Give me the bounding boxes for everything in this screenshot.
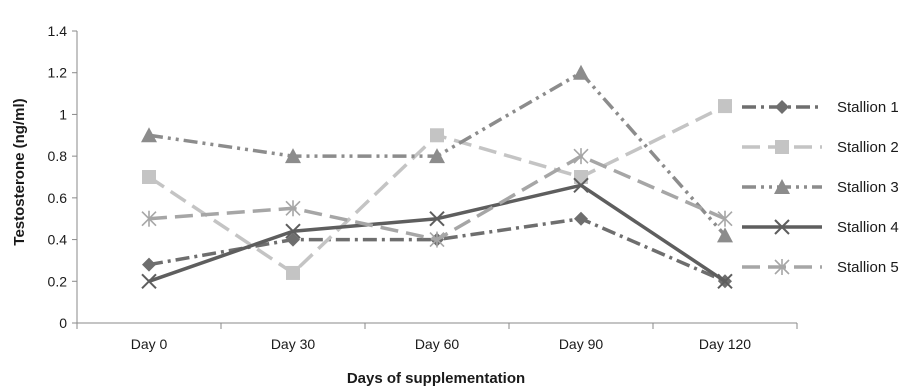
data-point — [717, 227, 733, 243]
data-point — [718, 99, 732, 114]
data-point — [141, 127, 157, 143]
series-layer — [141, 64, 733, 289]
data-point — [286, 265, 300, 280]
y-axis-title: Testosterone (ng/ml) — [11, 98, 28, 245]
legend-item: Stallion 2 — [742, 139, 899, 156]
legend-label: Stallion 4 — [837, 219, 899, 236]
marker-stroke — [717, 273, 733, 289]
legend-marker — [774, 179, 790, 194]
legend-label: Stallion 1 — [837, 99, 899, 116]
data-point — [430, 128, 444, 143]
data-point — [573, 64, 589, 80]
data-point — [717, 273, 733, 289]
x-tick-label: Day 0 — [131, 336, 168, 352]
data-point — [142, 257, 156, 272]
series-stallion-1 — [142, 211, 732, 289]
legend-marker — [774, 219, 790, 235]
y-tick-label: 0.6 — [48, 190, 68, 206]
data-point — [574, 211, 588, 226]
legend-item: Stallion 4 — [742, 219, 899, 236]
y-tick-label: 1.2 — [48, 65, 68, 81]
data-point — [285, 148, 301, 164]
legend-label: Stallion 5 — [837, 259, 899, 276]
marker-stroke — [429, 211, 445, 227]
axes: 0 0.2 0.4 0.6 0.8 1 1.2 1.4 Day 0 Day 30 Day 60 Day… — [48, 23, 798, 352]
x-tick-label: Day 30 — [271, 336, 316, 352]
series-stallion-3 — [141, 64, 733, 243]
y-tick-label: 1.4 — [48, 23, 68, 39]
x-tick-label: Day 90 — [559, 336, 604, 352]
y-tick-label: 0 — [59, 315, 67, 331]
data-point — [573, 148, 589, 165]
legend-item: Stallion 5 — [742, 259, 899, 276]
legend: Stallion 1 Stallion 2 Stallion 3 Stallion 4… — [742, 99, 899, 276]
marker-stroke — [774, 219, 790, 235]
x-axis-title: Days of supplementation — [347, 370, 525, 387]
legend-label: Stallion 3 — [837, 179, 899, 196]
series-stallion-4 — [141, 177, 733, 289]
data-point — [429, 231, 445, 248]
data-point — [429, 148, 445, 164]
x-tick-label: Day 60 — [415, 336, 460, 352]
data-point — [429, 211, 445, 227]
data-point — [285, 223, 301, 239]
marker-stroke — [573, 177, 589, 194]
marker-stroke — [141, 273, 157, 289]
series-stallion-5 — [141, 148, 733, 248]
legend-label: Stallion 2 — [837, 139, 899, 156]
marker-stroke — [285, 223, 301, 239]
data-point — [573, 177, 589, 194]
y-tick-label: 1 — [59, 106, 67, 122]
y-tick-label: 0.8 — [48, 148, 68, 164]
legend-item: Stallion 1 — [742, 99, 899, 116]
data-point — [574, 170, 588, 184]
data-point — [141, 273, 157, 289]
data-point — [285, 200, 301, 217]
legend-marker — [774, 259, 790, 275]
legend-marker — [775, 100, 789, 114]
data-point — [141, 210, 157, 227]
legend-marker — [775, 140, 789, 154]
y-tick-label: 0.4 — [48, 232, 68, 248]
data-point — [717, 210, 733, 227]
x-tick-label: Day 120 — [699, 336, 751, 352]
series-line — [148, 154, 726, 242]
legend-item: Stallion 3 — [742, 179, 899, 196]
y-tick-label: 0.2 — [48, 273, 68, 289]
data-point — [142, 170, 156, 184]
